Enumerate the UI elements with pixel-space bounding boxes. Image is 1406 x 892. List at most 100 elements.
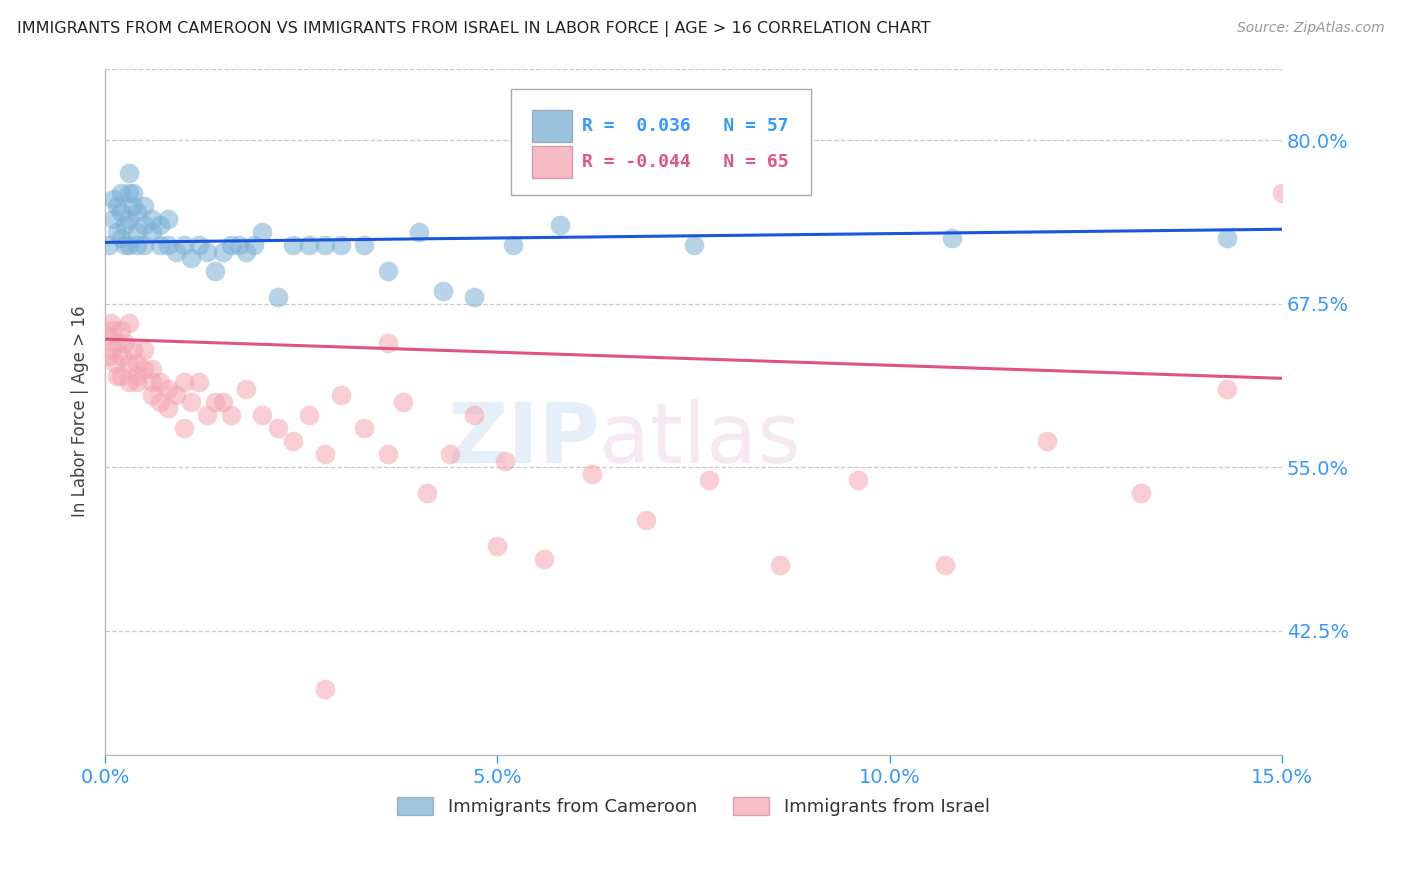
Point — [533, 551, 555, 566]
Point — [101, 323, 124, 337]
Point — [156, 211, 179, 226]
Text: IMMIGRANTS FROM CAMEROON VS IMMIGRANTS FROM ISRAEL IN LABOR FORCE | AGE > 16 COR: IMMIGRANTS FROM CAMEROON VS IMMIGRANTS F… — [17, 21, 931, 37]
Point — [314, 447, 336, 461]
Point — [134, 362, 156, 376]
Point — [1035, 434, 1057, 448]
Point — [636, 512, 658, 526]
FancyBboxPatch shape — [533, 111, 572, 142]
Point — [416, 486, 439, 500]
Point — [463, 290, 485, 304]
Text: atlas: atlas — [599, 399, 801, 480]
Point — [121, 343, 143, 357]
Point — [228, 238, 250, 252]
Point — [219, 238, 242, 252]
Point — [98, 238, 121, 252]
Point — [941, 231, 963, 245]
Point — [267, 290, 290, 304]
Point — [118, 356, 141, 370]
Point — [125, 225, 148, 239]
Point — [173, 421, 195, 435]
Point — [105, 336, 128, 351]
Point — [149, 219, 172, 233]
Point — [204, 395, 226, 409]
Point — [377, 447, 399, 461]
Point — [134, 219, 156, 233]
Point — [1216, 231, 1239, 245]
Point — [353, 238, 375, 252]
Point — [125, 376, 148, 390]
Point — [548, 219, 571, 233]
Point — [134, 238, 156, 252]
Point — [121, 199, 143, 213]
Point — [149, 376, 172, 390]
Point — [486, 539, 509, 553]
Point — [173, 376, 195, 390]
Point — [243, 238, 266, 252]
Point — [432, 284, 454, 298]
Point — [463, 408, 485, 422]
Point — [267, 421, 290, 435]
Point — [314, 238, 336, 252]
Legend: Immigrants from Cameroon, Immigrants from Israel: Immigrants from Cameroon, Immigrants fro… — [389, 789, 997, 823]
Point — [156, 401, 179, 416]
Point — [125, 205, 148, 219]
Text: R =  0.036   N = 57: R = 0.036 N = 57 — [582, 117, 789, 136]
Point — [502, 238, 524, 252]
Point — [110, 186, 132, 200]
Point — [1216, 382, 1239, 396]
Point — [110, 323, 132, 337]
Point — [195, 244, 218, 259]
Point — [101, 343, 124, 357]
Point — [235, 382, 257, 396]
Point — [118, 211, 141, 226]
Point — [785, 133, 807, 147]
Point — [219, 408, 242, 422]
Point — [141, 211, 163, 226]
Point — [408, 225, 430, 239]
Point — [141, 388, 163, 402]
Point — [114, 219, 136, 233]
Point — [141, 362, 163, 376]
Point — [846, 473, 869, 487]
Point — [141, 225, 163, 239]
Point — [1129, 486, 1152, 500]
Point — [235, 244, 257, 259]
Point — [121, 186, 143, 200]
Point — [250, 408, 273, 422]
Point — [125, 238, 148, 252]
Point — [250, 225, 273, 239]
Point — [114, 336, 136, 351]
Point — [156, 382, 179, 396]
Point — [118, 238, 141, 252]
Point — [581, 467, 603, 481]
Point — [195, 408, 218, 422]
Text: R = -0.044   N = 65: R = -0.044 N = 65 — [582, 153, 789, 171]
Point — [149, 395, 172, 409]
Point — [180, 395, 202, 409]
Point — [118, 317, 141, 331]
Point — [101, 211, 124, 226]
Point — [110, 368, 132, 383]
Point — [101, 192, 124, 206]
Point — [105, 368, 128, 383]
Point — [180, 251, 202, 265]
Point — [682, 238, 704, 252]
Point — [105, 199, 128, 213]
Point — [204, 264, 226, 278]
Point — [118, 376, 141, 390]
Point — [149, 238, 172, 252]
Point — [377, 264, 399, 278]
Point — [298, 408, 321, 422]
FancyBboxPatch shape — [533, 146, 572, 178]
Point — [188, 238, 211, 252]
Text: ZIP: ZIP — [447, 399, 599, 480]
Point — [329, 388, 352, 402]
Point — [377, 336, 399, 351]
Point — [188, 376, 211, 390]
Point — [934, 558, 956, 573]
Point — [134, 343, 156, 357]
Point — [104, 356, 127, 370]
Point — [110, 349, 132, 363]
Point — [603, 146, 626, 161]
Point — [114, 238, 136, 252]
